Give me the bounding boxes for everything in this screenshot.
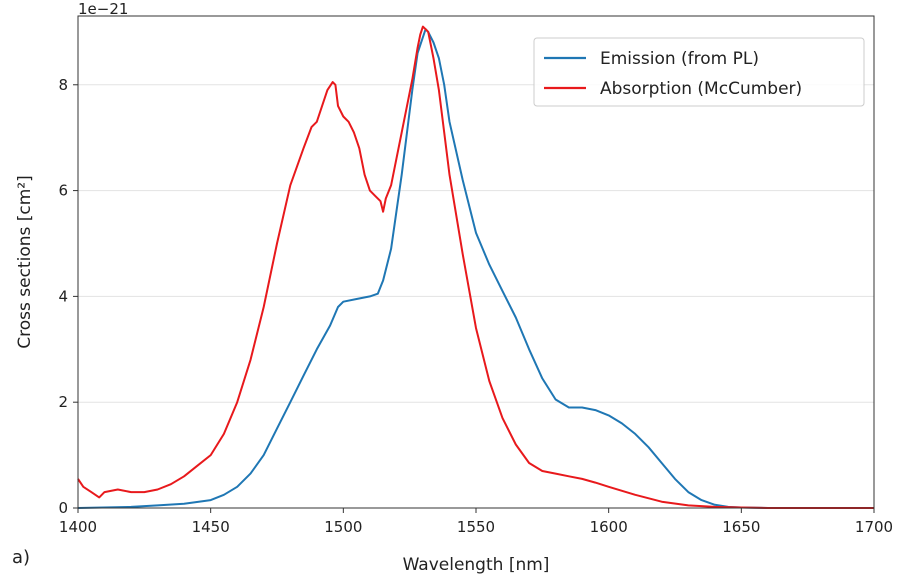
x-tick-label: 1600: [590, 518, 628, 536]
series-lines: [77, 25, 874, 509]
legend-label-emission: Emission (from PL): [600, 49, 759, 69]
y-tick-label: 0: [58, 499, 68, 517]
x-axis-title: Wavelength [nm]: [403, 555, 550, 575]
axis-ticks: 0 2 4 6 8 1400 1450 1500 1550 1600 1650 1700: [58, 76, 893, 536]
y-tick-label: 8: [58, 76, 68, 94]
legend: Emission (from PL) Absorption (McCumber): [533, 37, 865, 107]
y-tick-label: 4: [58, 287, 68, 305]
y-axis-multiplier-label: 1e−21: [78, 0, 128, 18]
x-tick-label: 1400: [59, 518, 97, 536]
y-tick-label: 2: [58, 393, 68, 411]
x-tick-label: 1550: [457, 518, 495, 536]
legend-label-absorption: Absorption (McCumber): [600, 79, 802, 99]
x-tick-label: 1500: [324, 518, 362, 536]
y-tick-label: 6: [58, 182, 68, 200]
y-axis-title: Cross sections [cm²]: [15, 175, 35, 348]
x-tick-label: 1700: [855, 518, 893, 536]
grid-lines: [78, 84, 874, 403]
x-tick-label: 1650: [722, 518, 760, 536]
x-tick-label: 1450: [192, 518, 230, 536]
series-line-emission: [77, 28, 874, 509]
panel-label: a): [12, 547, 31, 568]
series-line-absorption: [77, 25, 874, 509]
legend-box: [533, 37, 865, 107]
